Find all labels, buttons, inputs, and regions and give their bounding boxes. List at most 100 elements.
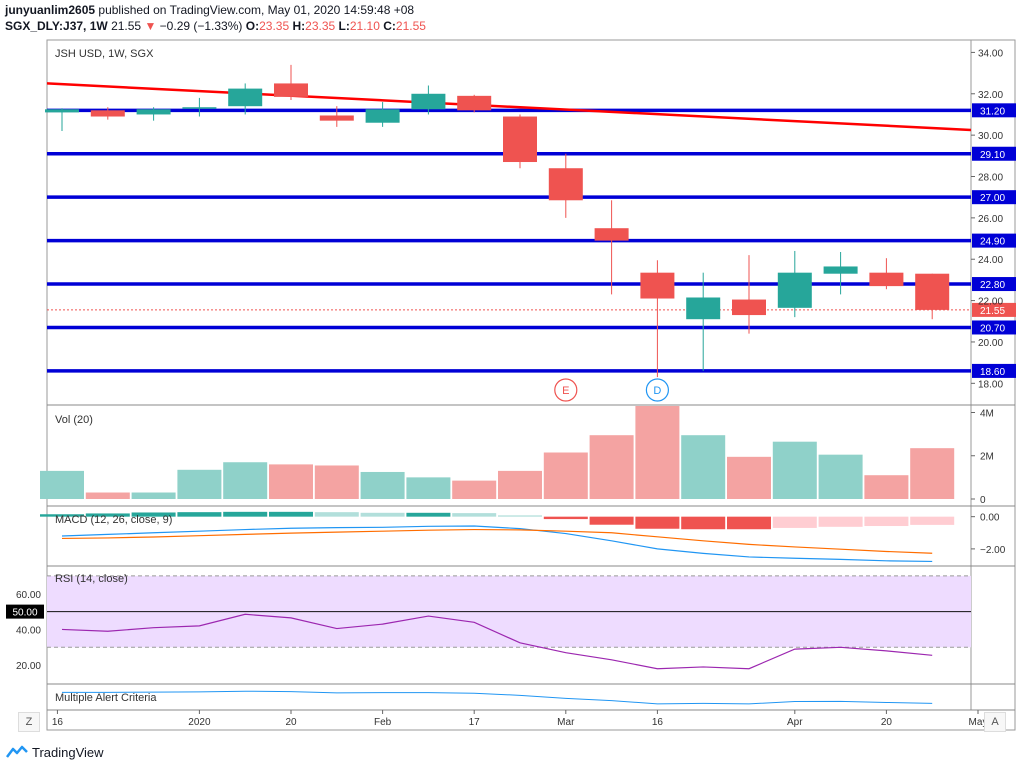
volume-bar [681,435,726,499]
time-tick-label: 16 [652,717,664,728]
candle-body [869,272,904,287]
volume-bar [498,470,542,499]
time-tick-label: Apr [787,717,803,728]
level-tag [972,190,1016,205]
time-tick-label: 17 [469,717,481,728]
symbol-interval: SGX_DLY:J37, 1W [5,19,108,33]
volume-bar [635,406,680,499]
candle [686,272,721,371]
candle-body [640,272,675,299]
level-tag [972,233,1016,248]
rsi-tick-label: 40.00 [16,625,41,636]
volume-tick-label: 4M [980,408,994,419]
macd-label: MACD (12, 26, close, 9) [55,514,173,526]
level-tag-label: 31.20 [980,106,1005,117]
time-tick-label: Mar [557,717,575,728]
alert-plot [62,690,933,705]
volume-bar [406,477,451,499]
high-value: 23.35 [305,19,336,33]
volume-bars [40,406,955,499]
candle [503,114,537,169]
candle [319,106,354,127]
macd-hist-bar [864,516,909,527]
axes: 34.00 32.00 30.00 28.00 26.00 24.00 22.00 20.00… [6,48,1006,728]
macd-hist-bar [131,512,176,517]
rsi-tick-label: 20.00 [16,661,41,672]
alert-line [62,690,933,705]
volume-bar [85,492,130,499]
low-label: L: [338,19,350,33]
price-levels: 31.20 29.10 27.00 24.90 22.80 20.70 18.60 21.55 [46,82,1016,378]
volume-bar [452,480,497,499]
candle-body [732,299,766,316]
volume-tick-label: 2M [980,452,994,463]
current-price-tag [972,302,1016,317]
chart-canvas[interactable]: 31.20 29.10 27.00 24.90 22.80 20.70 18.60 21.55… [0,0,1024,740]
time-tick-label: Feb [374,717,392,728]
price-tick-label: 34.00 [978,48,1003,59]
macd-hist-bar [269,511,313,517]
event-marker [554,378,578,402]
header-line-2: SGX_DLY:J37, 1W 21.55 ▼ −0.29 (−1.33%) O… [5,18,426,34]
candle [457,94,492,113]
level-tag [972,277,1016,292]
volume-bar [864,475,909,499]
candle [548,153,583,218]
candle [45,108,79,131]
candle-body [411,93,446,110]
author-name[interactable]: junyuanlim2605 [5,3,96,17]
candle-body [594,228,629,241]
rsi-mid-tag [6,604,44,619]
candle-body [686,297,721,320]
volume-tick-label: 0 [980,495,986,506]
down-arrow-icon: ▼ [144,19,157,33]
volume-bar [818,454,863,499]
candle [915,273,950,320]
candle-body [823,266,858,274]
macd-hist-bar [818,516,863,527]
level-tag-label: 18.60 [980,367,1005,378]
macd-hist-bar [910,516,955,525]
level-tag [972,320,1016,335]
close-value: 21.55 [395,19,426,33]
candle [594,200,629,295]
chart-header: junyuanlim2605 published on TradingView.… [5,2,426,34]
price-tick-label: 26.00 [978,214,1003,225]
tradingview-logo[interactable]: TradingView [6,742,104,762]
candle [90,107,125,120]
zoom-button[interactable]: Z [18,712,40,732]
candle-body [136,109,171,115]
close-label: C: [383,19,396,33]
macd-hist-bar [40,514,84,517]
macd-hist-bar [589,516,634,525]
chart-title: JSH USD, 1W, SGX [55,48,154,60]
rsi-tick-label: 60.00 [16,590,41,601]
macd-hist-bar [772,516,817,528]
macd-hist-bar [360,512,405,517]
last-price: 21.55 [111,19,142,33]
level-tag [972,363,1016,378]
volume-bar [131,492,176,499]
volume-bar [40,470,84,499]
macd-tick-label: 0.00 [980,513,1000,524]
open-label: O: [245,19,260,33]
macd-tick-label: −2.00 [980,545,1006,556]
price-tick-label: 32.00 [978,90,1003,101]
volume-bar [177,469,222,499]
price-tick-label: 22.00 [978,297,1003,308]
low-value: 21.10 [349,19,380,33]
candle [640,260,675,378]
price-tick-label: 20.00 [978,338,1003,349]
volume-label: Vol (20) [55,414,93,426]
candle-body [365,109,400,123]
event-marker [645,378,670,402]
candle [228,83,263,115]
candle-body [915,273,950,310]
auto-scale-button[interactable]: A [984,712,1006,732]
rsi-plot [47,575,971,670]
candle-body [90,110,125,117]
candle [823,251,858,295]
level-tag-label: 20.70 [980,323,1005,334]
event-marker-label: E [562,385,569,397]
volume-bar [543,452,588,499]
